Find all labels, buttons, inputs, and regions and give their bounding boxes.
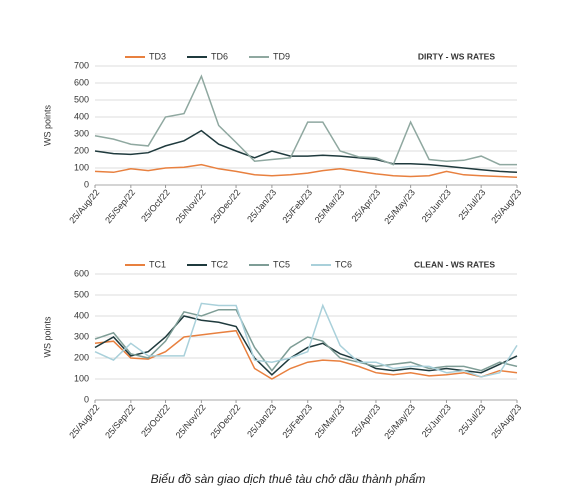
series-line <box>94 302 518 378</box>
x-tick-label: 25/Oct/22 <box>139 187 172 223</box>
legend-label: TD3 <box>149 51 166 61</box>
x-tick-label: 25/Apr/23 <box>350 187 383 223</box>
series-line <box>94 329 518 380</box>
legend-label: TC1 <box>149 259 166 269</box>
series-line <box>94 129 518 174</box>
y-axis-label: WS points <box>42 316 52 358</box>
x-tick-label: 25/Apr/23 <box>350 402 383 438</box>
y-tick-label: 300 <box>74 331 89 341</box>
x-tick-label: 25/Jul/23 <box>456 187 487 221</box>
x-tick-label: 25/Aug/23 <box>489 402 523 440</box>
series-line <box>94 315 518 376</box>
legend-label: TD6 <box>211 51 228 61</box>
x-tick-label: 25/Sep/22 <box>103 187 137 225</box>
x-tick-label: 25/Dec/22 <box>208 187 242 225</box>
legend-label: TC2 <box>211 259 228 269</box>
x-tick-label: 25/May/23 <box>382 402 417 441</box>
y-tick-label: 300 <box>74 128 89 138</box>
x-tick-label: 25/Sep/22 <box>103 402 137 440</box>
x-tick-label: 25/Nov/22 <box>174 402 208 440</box>
chart-title: DIRTY - WS RATES <box>418 51 495 61</box>
y-tick-label: 600 <box>74 77 89 87</box>
legend-label: TC5 <box>273 259 290 269</box>
legend-label: TC6 <box>335 259 352 269</box>
x-tick-label: 25/Aug/22 <box>67 187 101 225</box>
legend-label: TD9 <box>273 51 290 61</box>
y-tick-label: 400 <box>74 310 89 320</box>
y-tick-label: 100 <box>74 162 89 172</box>
caption: Biểu đồ sàn giao dịch thuê tàu chở dầu t… <box>151 472 426 486</box>
x-tick-label: 25/Aug/22 <box>67 402 101 440</box>
series-line <box>94 74 517 166</box>
chart-title: CLEAN - WS RATES <box>414 259 495 269</box>
x-tick-label: 25/Jan/23 <box>245 402 278 439</box>
y-tick-label: 100 <box>74 373 89 383</box>
y-tick-label: 0 <box>84 394 89 404</box>
y-tick-label: 200 <box>74 352 89 362</box>
y-tick-label: 500 <box>74 94 89 104</box>
y-tick-label: 0 <box>84 179 89 189</box>
y-tick-label: 700 <box>74 60 89 70</box>
x-tick-label: 25/Jan/23 <box>245 187 278 224</box>
series-line <box>94 308 518 372</box>
x-tick-label: 25/Dec/22 <box>208 402 242 440</box>
x-tick-label: 25/Mar/23 <box>313 187 347 224</box>
y-tick-label: 600 <box>74 268 89 278</box>
x-tick-label: 25/Feb/23 <box>280 402 314 439</box>
y-tick-label: 200 <box>74 145 89 155</box>
x-tick-label: 25/Feb/23 <box>280 187 314 224</box>
series-line <box>94 163 518 179</box>
y-tick-label: 400 <box>74 111 89 121</box>
y-axis-label: WS points <box>42 104 52 146</box>
x-tick-label: 25/Aug/23 <box>489 187 523 225</box>
x-tick-label: 25/Nov/22 <box>174 187 208 225</box>
y-tick-label: 500 <box>74 289 89 299</box>
x-tick-label: 25/Jun/23 <box>420 187 453 224</box>
x-tick-label: 25/Mar/23 <box>313 402 347 439</box>
x-tick-label: 25/Oct/22 <box>139 402 172 438</box>
x-tick-label: 25/Jul/23 <box>456 402 487 436</box>
x-tick-label: 25/Jun/23 <box>420 402 453 439</box>
x-tick-label: 25/May/23 <box>382 187 417 226</box>
